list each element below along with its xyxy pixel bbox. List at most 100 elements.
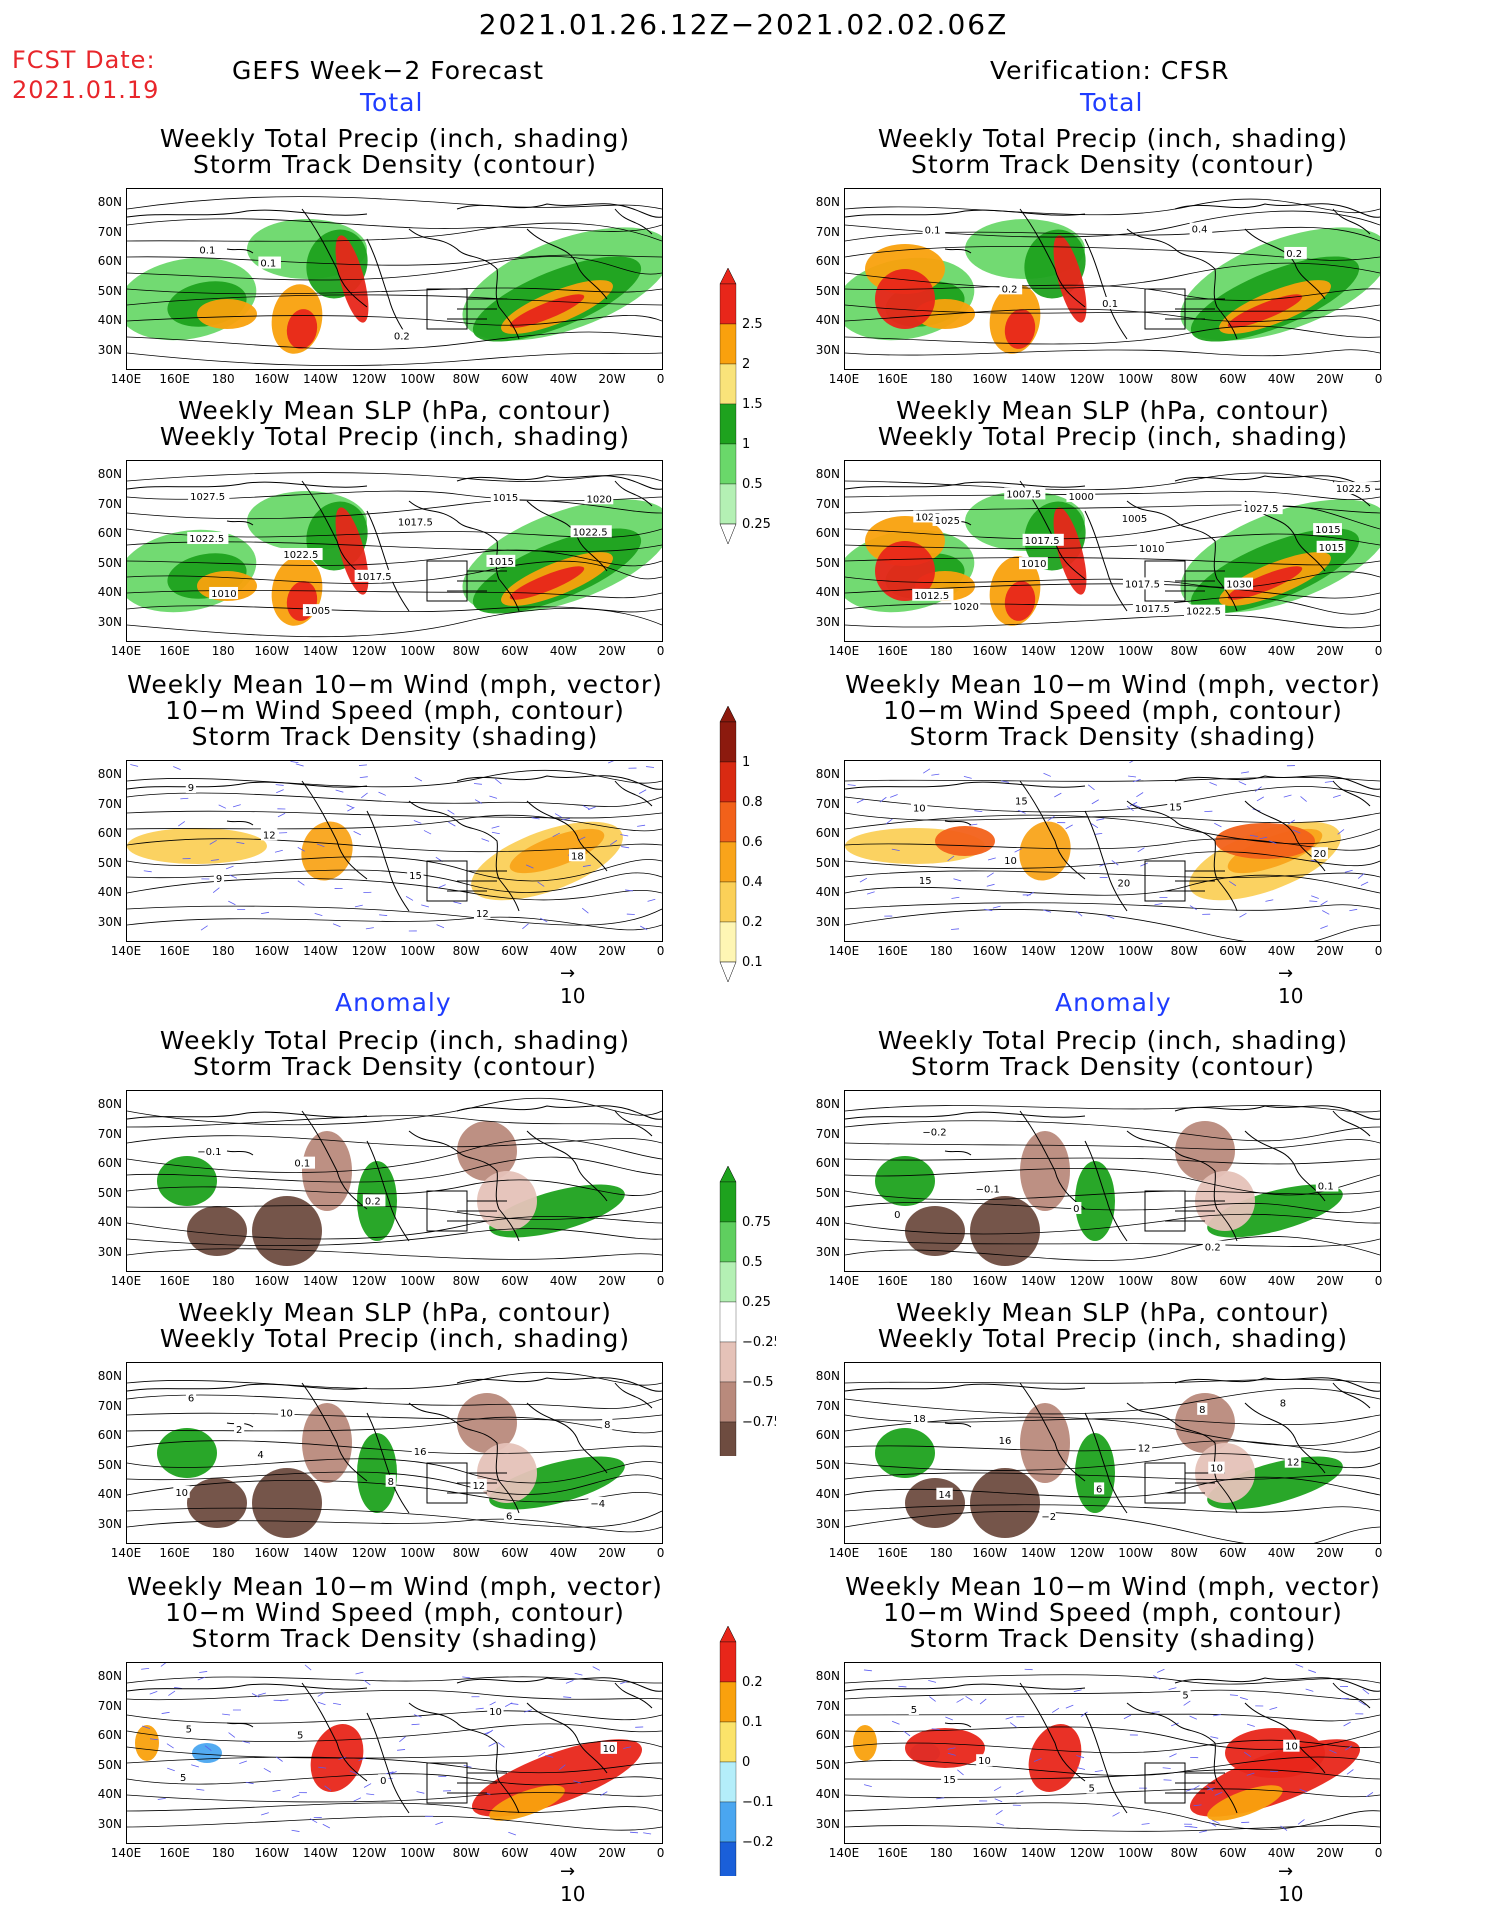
lat-label: 50N — [815, 283, 840, 298]
precip-anom-colorbar: 0.75 0.5 0.25 −0.25 −0.5 −0.75 — [719, 1166, 776, 1456]
lon-label: 140W — [303, 644, 338, 658]
contour-label: 0.1 — [294, 1159, 310, 1170]
vector-ref-v2: → 10 — [1278, 1861, 1304, 1906]
verification-heading: Verification: CFSR — [990, 56, 1230, 85]
panel-title-f6: Weekly Mean 10−m Wind (mph, vector) 10−m… — [127, 1572, 663, 1653]
lat-label: 60N — [97, 1428, 122, 1442]
colorbar-swatch — [719, 483, 737, 525]
lon-label: 80W — [452, 1546, 480, 1560]
contour-label: 6 — [506, 1511, 512, 1522]
colorbar-swatch — [719, 323, 737, 365]
map-panel-verification-precip: 0.1 0.2 0.1 0.4 0.2 — [844, 188, 1381, 370]
contour-label: 8 — [388, 1477, 394, 1488]
lon-label: 120W — [351, 1546, 387, 1560]
contour-label: 8 — [1199, 1405, 1205, 1416]
contour-label: 8 — [1280, 1399, 1286, 1410]
lat-label: 50N — [97, 855, 122, 870]
lat-label: 40N — [97, 1487, 122, 1501]
contour-label: 1000 — [1068, 492, 1093, 503]
vector-ref-f2: → 10 — [560, 1861, 586, 1906]
lat-label: 30N — [815, 1244, 840, 1259]
contour-label: 10 — [1285, 1742, 1298, 1753]
colorbar-swatch — [719, 1761, 737, 1803]
contour-label: 1020 — [586, 494, 611, 505]
colorbar-label: 0 — [742, 1755, 750, 1770]
contour-label: 8 — [604, 1420, 610, 1431]
colorbar-swatch — [719, 1261, 737, 1303]
colorbar-label: 1 — [742, 437, 750, 452]
map-panel-forecast-aslp: 6 4 8 6 8 10 10 16 12 −4 2 — [126, 1362, 663, 1544]
contour-label: 5 — [297, 1730, 303, 1741]
lat-label: 50N — [97, 555, 122, 570]
lat-label: 70N — [815, 796, 840, 811]
contour-label: 1020 — [953, 602, 978, 613]
lat-label: 80N — [97, 1097, 122, 1111]
contour-label: 20 — [1314, 849, 1327, 860]
lat-label: 50N — [97, 1457, 122, 1472]
lat-label: 80N — [815, 1669, 840, 1683]
map-panel-forecast-slp: 1027.5 1022.5 1017.5 1015 1022.5 1010 1005 1017… — [126, 460, 663, 642]
map-panel-verification-wind: 10 10 20 15 20 15 15 — [844, 760, 1381, 942]
map-panel-forecast-aprecip: −0.1 0.1 0.2 — [126, 1090, 663, 1272]
lon-label: 140W — [303, 944, 338, 958]
contour-label: 0 — [894, 1210, 900, 1221]
contour-label: 6 — [1096, 1484, 1102, 1495]
colorbar-label: 1.5 — [742, 397, 763, 412]
lat-label: 30N — [97, 1516, 122, 1531]
map-panel-forecast-precip: 0.1 0.1 0.2 — [126, 188, 663, 370]
lon-label: 0 — [656, 944, 665, 958]
colorbar-swatch — [719, 761, 737, 803]
panel-title-v4: Weekly Total Precip (inch, shading) Stor… — [877, 1026, 1349, 1081]
lon-label: 120W — [351, 1846, 387, 1860]
lon-label: 160W — [972, 1846, 1008, 1860]
lat-label: 40N — [97, 885, 122, 899]
anomaly-label-right: Anomaly — [1055, 988, 1172, 1017]
lat-label: 80N — [97, 767, 122, 781]
lat-label: 60N — [97, 1728, 122, 1742]
contour-label: 0.2 — [365, 1196, 381, 1207]
lon-label: 140E — [110, 644, 142, 658]
lon-label: 0 — [656, 372, 665, 386]
lat-label: 40N — [815, 1787, 840, 1801]
panel-title-f1: Weekly Total Precip (inch, shading) Stor… — [159, 124, 631, 179]
lon-label: 60W — [1219, 372, 1247, 386]
lon-label: 160W — [254, 1846, 290, 1860]
lon-label: 100W — [400, 1846, 435, 1860]
lat-label: 50N — [815, 1757, 840, 1772]
lon-label: 40W — [549, 1846, 577, 1860]
contour-label: 6 — [188, 1394, 194, 1405]
lat-label: 70N — [97, 796, 122, 811]
lon-label: 100W — [400, 644, 435, 658]
lon-label: 100W — [400, 1274, 435, 1288]
contour-label: 1025 — [915, 512, 940, 523]
lat-label: 80N — [815, 467, 840, 481]
lon-label: 180 — [929, 644, 953, 658]
contour-label: 0.1 — [260, 259, 276, 270]
contour-label: 10 — [978, 1756, 991, 1767]
lon-label: 20W — [598, 1546, 626, 1560]
lon-label: 140W — [1021, 644, 1056, 658]
lat-label: 40N — [97, 1787, 122, 1801]
map-panel-verification-awind: 5 10 5 5 10 15 — [844, 1662, 1381, 1844]
colorbar-swatch — [719, 443, 737, 485]
contour-label: 1017.5 — [1125, 579, 1160, 590]
vector-ref-v1: → 10 — [1278, 963, 1304, 1008]
lon-label: 160W — [254, 1274, 290, 1288]
lon-label: 140E — [828, 1546, 860, 1560]
panel-title-v3: Weekly Mean 10−m Wind (mph, vector) 10−m… — [845, 670, 1381, 751]
lon-label: 160W — [972, 1274, 1008, 1288]
lat-label: 70N — [97, 1398, 122, 1413]
lon-label: 140E — [110, 944, 142, 958]
lon-label: 160E — [877, 944, 908, 958]
lat-label: 70N — [97, 1698, 122, 1713]
lon-label: 60W — [1219, 1546, 1247, 1560]
lon-label: 80W — [452, 1846, 480, 1860]
lon-label: 160E — [877, 1546, 908, 1560]
lon-label: 100W — [1118, 644, 1153, 658]
lat-label: 60N — [815, 526, 840, 540]
contour-label: 18 — [571, 851, 584, 862]
lon-label: 0 — [656, 1274, 665, 1288]
contour-label: 1005 — [1122, 514, 1147, 525]
contour-label: 1017.5 — [398, 518, 433, 529]
panel-title-v6: Weekly Mean 10−m Wind (mph, vector) 10−m… — [845, 1572, 1381, 1653]
